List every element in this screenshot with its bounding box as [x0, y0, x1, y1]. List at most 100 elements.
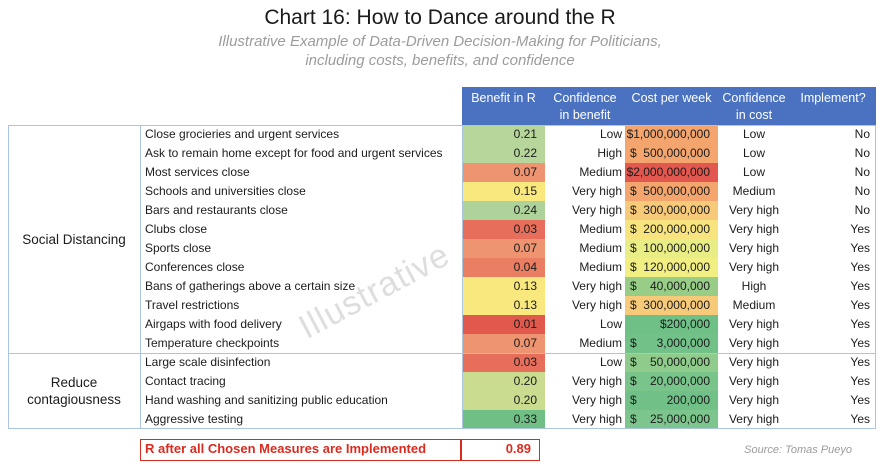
measure-label: Clubs close	[145, 222, 208, 236]
measure-label: Close grocieries and urgent services	[145, 127, 340, 141]
table-row: Ask to remain home except for food and u…	[0, 144, 880, 163]
table-row: Sports close 0.07 Medium $100,000,000 Very h…	[0, 239, 880, 258]
implement-cell: No	[854, 127, 870, 141]
confidence-in-cost-cell: Medium	[732, 298, 776, 312]
cost-amount: 120,000,000	[643, 260, 710, 274]
benefit-in-r-cell: 0.01	[462, 315, 545, 334]
benefit-in-r-cell: 0.22	[462, 144, 545, 163]
implement-cell: Yes	[850, 241, 870, 255]
cost-amount: 200,000	[666, 393, 710, 407]
column-header-label: Confidence	[553, 91, 617, 105]
implement-cell: Yes	[850, 336, 870, 350]
summary-label: R after all Chosen Measures are Implemen…	[140, 439, 462, 461]
cost-amount: 100,000,000	[643, 241, 710, 255]
implement-cell: No	[854, 146, 870, 160]
table-outline	[8, 125, 876, 429]
implement-cell: Yes	[850, 298, 870, 312]
table-row: Airgaps with food delivery 0.01 Low $200,00…	[0, 315, 880, 334]
cost-per-week-cell: $200,000	[625, 391, 718, 410]
implement-cell: Yes	[850, 412, 870, 426]
column-header-implement: Implement?	[790, 87, 876, 125]
measure-label: Hand washing and sanitizing public educa…	[145, 393, 388, 407]
cost-per-week-cell: $500,000,000	[625, 144, 718, 163]
implement-cell: No	[854, 203, 870, 217]
measure-label: Travel restrictions	[145, 298, 240, 312]
subtitle-line-1: Illustrative Example of Data-Driven Deci…	[218, 33, 662, 50]
confidence-in-benefit-cell: Low	[599, 355, 622, 369]
measure-label: Airgaps with food delivery	[145, 317, 282, 331]
measure-label: Most services close	[145, 165, 250, 179]
cost-amount: $200,000	[659, 317, 710, 331]
group-separator-line	[8, 353, 876, 354]
group-column-divider	[140, 125, 141, 429]
confidence-in-benefit-cell: Medium	[579, 222, 622, 236]
implement-cell: Yes	[850, 279, 870, 293]
group-label-social-distancing: Social Distancing	[22, 231, 126, 247]
table-row: Contact tracing 0.20 Very high $20,000,000 V…	[0, 372, 880, 391]
dollar-sign: $	[630, 355, 637, 369]
cost-per-week-cell: $500,000,000	[625, 182, 718, 201]
dollar-sign: $	[630, 298, 637, 312]
benefit-in-r-cell: 0.21	[462, 125, 545, 144]
implement-cell: Yes	[850, 355, 870, 369]
subtitle-line-2: including costs, benefits, and confidenc…	[305, 52, 575, 69]
measure-label: Bans of gatherings above a certain size	[145, 279, 356, 293]
confidence-in-cost-cell: Very high	[728, 317, 780, 331]
benefit-in-r-cell: 0.13	[462, 296, 545, 315]
confidence-in-benefit-cell: High	[597, 146, 622, 160]
column-header-benefit-in-r: Benefit in R	[462, 87, 545, 125]
confidence-in-benefit-cell: Very high	[571, 184, 622, 198]
cost-per-week-cell: $100,000,000	[625, 239, 718, 258]
column-header-confidence-in-cost: Confidence in cost	[718, 87, 790, 125]
confidence-in-cost-cell: Very high	[728, 355, 780, 369]
table-header: Benefit in R Confidence in benefit Cost …	[462, 87, 876, 125]
cost-amount: 20,000,000	[649, 374, 710, 388]
table-row: Bans of gatherings above a certain size 0…	[0, 277, 880, 296]
benefit-in-r-cell: 0.20	[462, 391, 545, 410]
dollar-sign: $	[630, 260, 637, 274]
benefit-in-r-cell: 0.24	[462, 201, 545, 220]
table-row: Most services close 0.07 Medium $2,000,000,…	[0, 163, 880, 182]
summary-value: 0.89	[460, 439, 540, 461]
table-row: Close grocieries and urgent services 0.21…	[0, 125, 880, 144]
confidence-in-benefit-cell: Very high	[571, 298, 622, 312]
cost-amount: $2,000,000,000	[626, 165, 710, 179]
confidence-in-benefit-cell: Medium	[579, 260, 622, 274]
benefit-in-r-cell: 0.03	[462, 220, 545, 239]
confidence-in-cost-cell: Low	[742, 127, 765, 141]
dollar-sign: $	[630, 412, 637, 426]
measure-label: Ask to remain home except for food and u…	[145, 146, 443, 160]
table-row: Hand washing and sanitizing public educa…	[0, 391, 880, 410]
confidence-in-benefit-cell: Medium	[579, 241, 622, 255]
confidence-in-benefit-cell: Very high	[571, 203, 622, 217]
table-row: Temperature checkpoints 0.07 Medium $3,000,…	[0, 334, 880, 353]
implement-cell: No	[854, 165, 870, 179]
cost-amount: 500,000,000	[643, 146, 710, 160]
cost-per-week-cell: $300,000,000	[625, 296, 718, 315]
cost-per-week-cell: $25,000,000	[625, 410, 718, 429]
implement-cell: Yes	[850, 374, 870, 388]
measure-label: Conferences close	[145, 260, 245, 274]
confidence-in-cost-cell: Very high	[728, 393, 780, 407]
confidence-in-benefit-cell: Very high	[571, 393, 622, 407]
measure-column-divider	[462, 125, 463, 429]
confidence-in-cost-cell: Very high	[728, 412, 780, 426]
dollar-sign: $	[630, 146, 637, 160]
implement-cell: Yes	[850, 317, 870, 331]
cost-per-week-cell: $1,000,000,000	[625, 125, 718, 144]
dollar-sign: $	[630, 374, 637, 388]
confidence-in-benefit-cell: Very high	[571, 412, 622, 426]
cost-per-week-cell: $2,000,000,000	[625, 163, 718, 182]
confidence-in-cost-cell: Very high	[728, 336, 780, 350]
confidence-in-benefit-cell: Low	[599, 317, 622, 331]
table-row: Conferences close 0.04 Medium $120,000,000 V…	[0, 258, 880, 277]
column-header-label: Implement?	[800, 91, 866, 105]
cost-amount: 3,000,000	[656, 336, 710, 350]
confidence-in-benefit-cell: Medium	[579, 165, 622, 179]
measure-label: Large scale disinfection	[145, 355, 271, 369]
confidence-in-benefit-cell: Very high	[571, 279, 622, 293]
confidence-in-benefit-cell: Medium	[579, 336, 622, 350]
column-header-confidence-in-benefit: Confidence in benefit	[545, 87, 625, 125]
